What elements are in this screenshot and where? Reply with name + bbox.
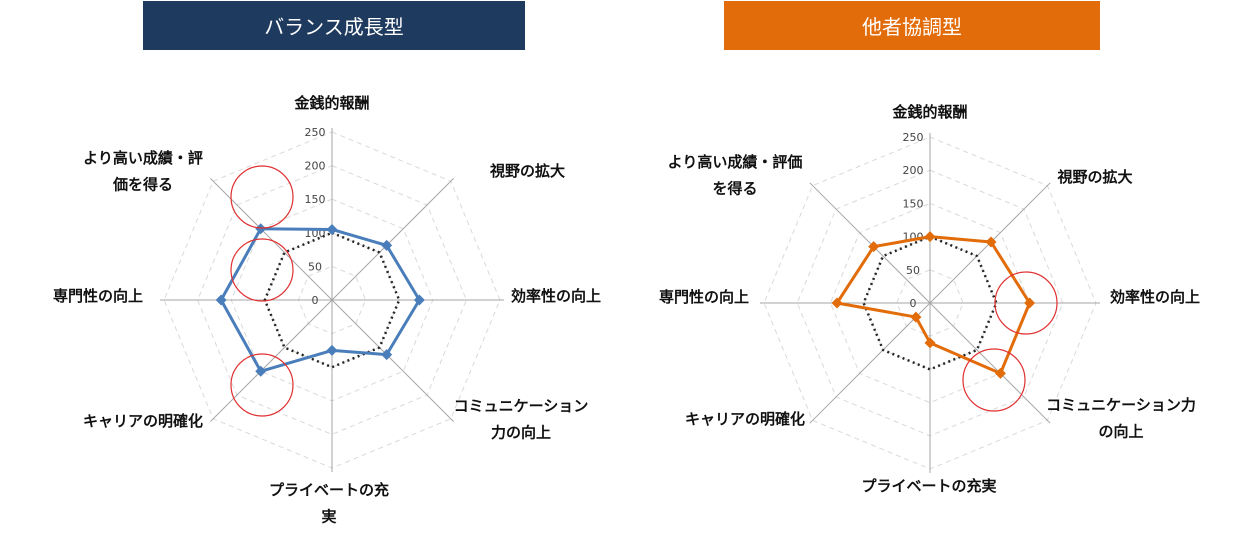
axis-label-line: 力の向上 bbox=[491, 423, 551, 441]
tick-label: 250 bbox=[903, 131, 924, 144]
axis-label-line: 実 bbox=[321, 507, 336, 525]
baseline-series bbox=[862, 235, 998, 371]
data-point-marker bbox=[831, 297, 843, 309]
tick-label: 250 bbox=[305, 126, 326, 139]
data-point-marker bbox=[381, 349, 393, 361]
data-point-marker bbox=[215, 294, 227, 306]
data-point-marker bbox=[326, 344, 338, 356]
tick-label: 50 bbox=[906, 264, 920, 277]
axis-label-line: 視野の拡大 bbox=[489, 162, 565, 180]
tick-label: 150 bbox=[903, 197, 924, 210]
axis-label-line: プライベートの充実 bbox=[861, 477, 996, 495]
axis-label-line: を得る bbox=[712, 179, 757, 197]
axis-label: 視野の拡大 bbox=[489, 162, 565, 180]
data-point-marker bbox=[255, 365, 267, 377]
axis-label-line: キャリアの明確化 bbox=[685, 410, 805, 428]
tick-label: 0 bbox=[910, 297, 917, 310]
axis-label: 金銭的報酬 bbox=[891, 103, 967, 121]
axis-spoke bbox=[809, 302, 931, 424]
data-point-marker bbox=[255, 223, 267, 235]
radar-chart-right: 050100150200250金銭的報酬視野の拡大効率性の向上コミュニケーション… bbox=[659, 103, 1200, 495]
data-point-marker bbox=[910, 311, 922, 323]
highlight-circle bbox=[230, 238, 294, 302]
radar-chart-left: 050100150200250金銭的報酬視野の拡大効率性の向上コミュニケーション… bbox=[53, 94, 601, 525]
axis-label: 効率性の向上 bbox=[511, 287, 601, 305]
axis-label: プライベートの充実 bbox=[269, 481, 389, 525]
tick-label: 150 bbox=[305, 193, 326, 206]
highlight-circle bbox=[962, 348, 1026, 412]
data-point-marker bbox=[868, 241, 880, 253]
axis-label-line: コミュニケーション力 bbox=[1046, 396, 1196, 414]
axis-label-line: 専門性の向上 bbox=[53, 287, 143, 305]
axis-label: コミュニケーション力の向上 bbox=[454, 397, 589, 441]
highlight-circle bbox=[994, 271, 1058, 335]
axis-spoke bbox=[331, 178, 454, 301]
data-point-marker bbox=[381, 239, 393, 251]
axis-label-line: 効率性の向上 bbox=[511, 287, 601, 305]
axis-label-line: キャリアの明確化 bbox=[83, 412, 203, 430]
chart-title-left: バランス成長型 bbox=[143, 1, 525, 50]
axis-label-line: 価を得る bbox=[112, 175, 173, 193]
data-point-marker bbox=[924, 337, 936, 349]
axis-label: 専門性の向上 bbox=[53, 287, 143, 305]
axis-label: より高い成績・評価を得る bbox=[83, 149, 203, 193]
axis-label-line: の向上 bbox=[1098, 422, 1143, 440]
axis-label: 効率性の向上 bbox=[1110, 288, 1200, 306]
grid-ring bbox=[829, 202, 1031, 404]
data-point-marker bbox=[985, 236, 997, 248]
axis-label-line: コミュニケーション bbox=[454, 397, 589, 415]
axis-label: 金銭的報酬 bbox=[293, 94, 369, 112]
axis-spoke bbox=[331, 299, 454, 422]
axis-label-line: 専門性の向上 bbox=[659, 288, 749, 306]
axis-label: 視野の拡大 bbox=[1056, 168, 1132, 186]
tick-label: 200 bbox=[305, 160, 326, 173]
axis-label: キャリアの明確化 bbox=[83, 412, 203, 430]
axis-label-line: より高い成績・評 bbox=[83, 149, 203, 167]
chart-title-right: 他者協調型 bbox=[724, 1, 1100, 50]
grid-ring bbox=[197, 165, 467, 435]
tick-label: 200 bbox=[903, 164, 924, 177]
series-line bbox=[835, 235, 1032, 375]
axis-label-line: 金銭的報酬 bbox=[293, 94, 369, 112]
baseline-series bbox=[263, 231, 401, 369]
axis-label-line: より高い成績・評価 bbox=[668, 153, 803, 171]
axis-label: コミュニケーション力の向上 bbox=[1046, 396, 1196, 440]
tick-label: 0 bbox=[312, 294, 319, 307]
axis-spoke bbox=[210, 299, 333, 422]
axis-label: キャリアの明確化 bbox=[685, 410, 805, 428]
axis-label: プライベートの充実 bbox=[861, 477, 996, 495]
axis-spoke bbox=[929, 302, 1051, 424]
axis-label: より高い成績・評価を得る bbox=[668, 153, 803, 197]
axis-spoke bbox=[809, 182, 931, 304]
axis-label-line: 視野の拡大 bbox=[1056, 168, 1132, 186]
highlight-circle bbox=[230, 165, 294, 229]
tick-label: 50 bbox=[308, 260, 322, 273]
axis-label-line: 金銭的報酬 bbox=[891, 103, 967, 121]
data-point-marker bbox=[924, 231, 936, 243]
data-point-marker bbox=[1024, 297, 1036, 309]
axis-label-line: 効率性の向上 bbox=[1110, 288, 1200, 306]
data-point-marker bbox=[326, 223, 338, 235]
axis-label-line: プライベートの充 bbox=[269, 481, 389, 499]
data-point-marker bbox=[413, 294, 425, 306]
axis-label: 専門性の向上 bbox=[659, 288, 749, 306]
data-point-marker bbox=[994, 367, 1006, 379]
highlight-circle bbox=[230, 353, 294, 417]
